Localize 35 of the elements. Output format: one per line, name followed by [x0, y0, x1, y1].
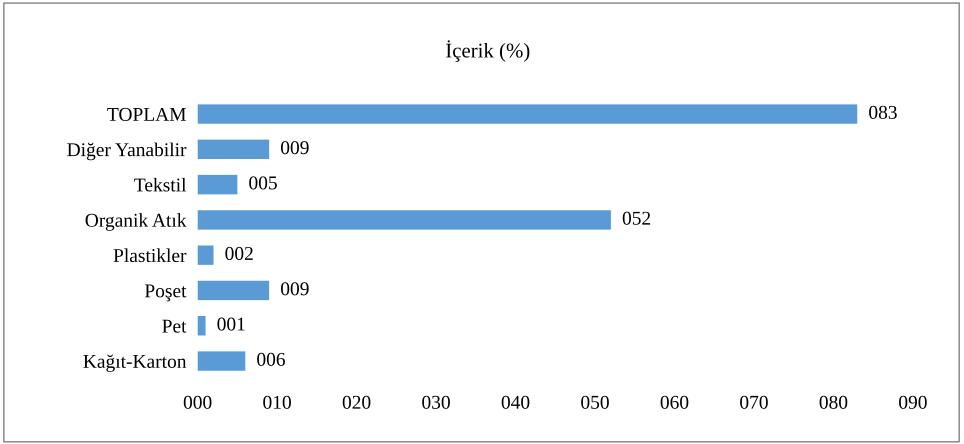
x-tick-label: 060	[660, 396, 688, 409]
bar	[198, 174, 238, 194]
x-tick-label: 030	[422, 396, 450, 409]
bar	[198, 316, 206, 336]
data-label: 009	[281, 141, 309, 154]
x-tick-label: 040	[502, 396, 530, 409]
y-tick-label: TOPLAM	[107, 108, 186, 121]
y-tick-label: Pet	[162, 320, 186, 333]
data-label: 005	[249, 176, 277, 190]
x-tick-label: 070	[740, 396, 768, 409]
chart-title: İçerik (%)	[446, 40, 530, 62]
x-tick-label: 000	[184, 396, 212, 409]
data-label: 006	[257, 352, 286, 366]
bar	[198, 280, 270, 300]
bar	[198, 140, 270, 160]
y-tick-label: Poşet	[144, 284, 186, 302]
bar	[198, 245, 214, 265]
data-label: 001	[217, 317, 245, 331]
data-label: 002	[225, 246, 253, 260]
data-label: 083	[869, 106, 897, 119]
x-tick-label: 020	[342, 396, 370, 409]
x-tick-label: 050	[581, 396, 609, 409]
bar	[198, 104, 858, 124]
y-tick-label: Diğer Yanabilir	[67, 142, 186, 160]
x-tick-label: 090	[899, 396, 927, 409]
y-tick-label: Kağıt-Karton	[83, 354, 186, 372]
data-label: 052	[622, 212, 650, 225]
bar	[198, 210, 611, 230]
y-tick-label: Tekstil	[134, 178, 186, 192]
y-tick-label: Organik Atık	[86, 213, 187, 231]
y-tick-label: Plastikler	[114, 248, 186, 262]
x-tick-label: 080	[820, 396, 848, 409]
bar	[198, 351, 246, 371]
x-tick-label: 010	[263, 396, 291, 409]
data-label: 009	[281, 282, 309, 296]
